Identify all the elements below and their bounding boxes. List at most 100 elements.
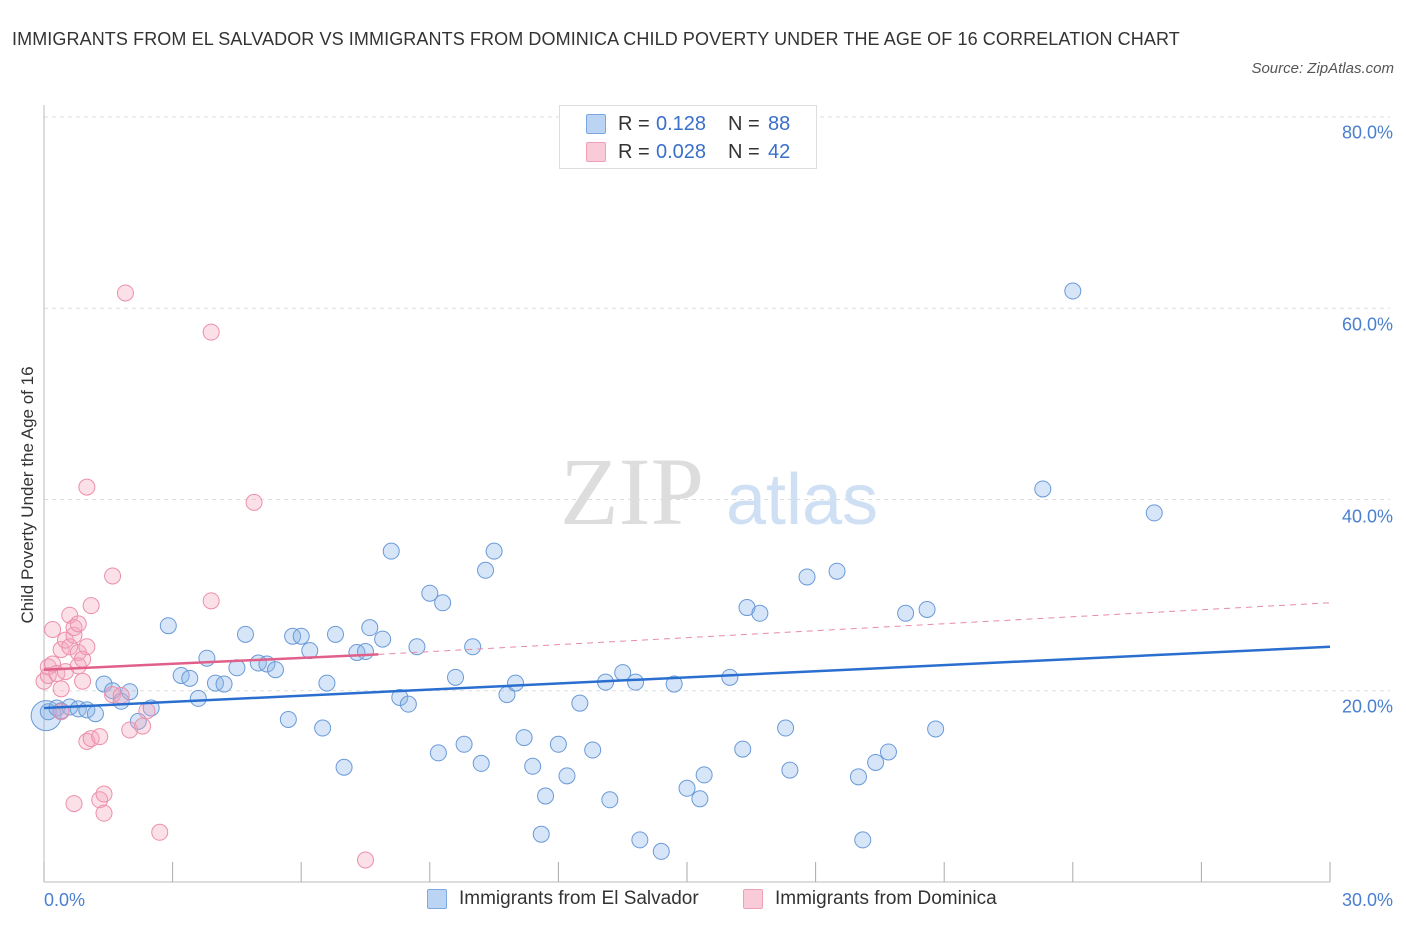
data-point-dominica — [112, 687, 130, 705]
data-point-dominica — [202, 592, 220, 610]
series-swatch — [586, 114, 606, 134]
n-label: N = — [728, 112, 760, 135]
y-tick-label: 60.0% — [1341, 314, 1393, 335]
data-point-el-salvador — [399, 695, 417, 713]
chart-title: IMMIGRANTS FROM EL SALVADOR VS IMMIGRANT… — [12, 29, 1180, 49]
data-point-dominica — [39, 666, 57, 684]
data-point-dominica — [202, 323, 220, 341]
data-point-el-salvador — [897, 604, 915, 622]
trend-line-dominica-extrapolated — [378, 602, 1331, 655]
legend-swatch — [427, 889, 447, 909]
data-point-el-salvador — [828, 562, 846, 580]
data-point-el-salvador — [429, 744, 447, 762]
data-point-el-salvador — [798, 568, 816, 586]
data-point-el-salvador — [1034, 480, 1052, 498]
data-point-el-salvador — [721, 668, 739, 686]
data-point-el-salvador — [189, 689, 207, 707]
data-point-el-salvador — [571, 694, 589, 712]
data-point-dominica — [151, 823, 169, 841]
data-point-el-salvador — [266, 661, 284, 679]
trend-line-el-salvador — [43, 645, 1331, 710]
data-point-dominica — [78, 478, 96, 496]
data-point-el-salvador — [927, 720, 945, 738]
data-point-dominica — [91, 728, 109, 746]
r-label: R = — [618, 140, 650, 163]
n-value: 42 — [768, 140, 791, 163]
data-point-dominica — [61, 638, 79, 656]
x-tick-label: 0.0% — [44, 890, 86, 910]
data-point-el-salvador — [879, 743, 897, 761]
data-point-el-salvador — [849, 768, 867, 786]
data-point-el-salvador — [652, 842, 670, 860]
data-point-el-salvador — [678, 779, 696, 797]
data-point-el-salvador — [215, 675, 233, 693]
data-point-el-salvador — [434, 594, 452, 612]
data-point-el-salvador — [455, 735, 473, 753]
data-point-el-salvador — [361, 619, 379, 637]
trend-lines — [43, 602, 1331, 710]
data-point-dominica — [95, 785, 113, 803]
data-point-dominica — [357, 851, 374, 869]
n-label: N = — [728, 140, 760, 163]
x-tick-label: 30.0% — [1341, 890, 1393, 910]
grid-lines — [44, 116, 1390, 692]
stats-row-dominica: R = 0.028 N = 42 — [586, 139, 790, 165]
data-point-el-salvador — [357, 643, 374, 661]
data-point-el-salvador — [318, 674, 336, 692]
data-point-dominica — [82, 730, 100, 748]
data-point-el-salvador — [781, 761, 799, 779]
data-point-el-salvador — [549, 735, 567, 753]
data-point-el-salvador — [421, 584, 439, 602]
legend-item-dominica[interactable]: Immigrants from Dominica — [743, 888, 997, 910]
data-point-el-salvador — [918, 600, 936, 618]
data-point-dominica — [69, 615, 87, 633]
data-point-el-salvador — [314, 719, 332, 737]
data-point-dominica — [52, 680, 70, 698]
series-swatch — [586, 142, 606, 162]
data-point-el-salvador — [532, 825, 550, 843]
data-point-el-salvador — [1064, 282, 1082, 300]
r-label: R = — [618, 112, 650, 135]
data-point-el-salvador — [477, 561, 495, 579]
r-value: 0.128 — [656, 112, 707, 135]
data-point-el-salvador — [236, 625, 254, 643]
data-point-el-salvador — [751, 604, 769, 622]
data-point-el-salvador — [292, 627, 310, 645]
data-point-el-salvador — [695, 766, 713, 784]
data-point-el-salvador — [391, 688, 409, 706]
data-point-el-salvador — [867, 753, 885, 771]
data-point-dominica — [44, 621, 62, 639]
data-points — [30, 282, 1163, 869]
data-point-dominica — [74, 672, 92, 690]
trend-line-dominica — [43, 653, 379, 671]
n-value: 88 — [768, 112, 791, 135]
source-label: Source: ZipAtlas.com — [1251, 60, 1394, 77]
data-point-el-salvador — [558, 767, 576, 785]
legend-item-el-salvador[interactable]: Immigrants from El Salvador — [427, 888, 699, 910]
data-point-el-salvador — [1145, 504, 1163, 522]
data-point-el-salvador — [601, 791, 619, 809]
data-point-el-salvador — [464, 638, 482, 656]
data-point-el-salvador — [537, 787, 555, 805]
data-point-el-salvador — [472, 754, 490, 772]
data-point-el-salvador — [507, 674, 525, 692]
data-point-el-salvador — [181, 669, 199, 687]
stats-row-el-salvador: R = 0.128 N = 88 — [586, 111, 790, 137]
y-tick-label: 20.0% — [1341, 696, 1393, 717]
stats-legend: R = 0.128 N = 88 R = 0.028 N = 42 — [559, 105, 817, 169]
data-point-dominica — [104, 686, 122, 704]
watermark-atlas: atlas — [726, 460, 878, 540]
data-point-el-salvador — [159, 617, 177, 635]
legend-label: Immigrants from Dominica — [775, 888, 997, 909]
data-point-dominica — [78, 638, 96, 656]
data-point-el-salvador — [631, 831, 649, 849]
data-point-el-salvador — [86, 705, 104, 723]
data-point-el-salvador — [408, 638, 426, 656]
y-tick-label: 40.0% — [1341, 506, 1393, 527]
data-point-el-salvador — [734, 740, 752, 758]
legend-label: Immigrants from El Salvador — [459, 888, 699, 909]
data-point-el-salvador — [485, 542, 503, 560]
watermark-zip: ZIP — [560, 438, 704, 545]
axes — [43, 105, 1331, 883]
